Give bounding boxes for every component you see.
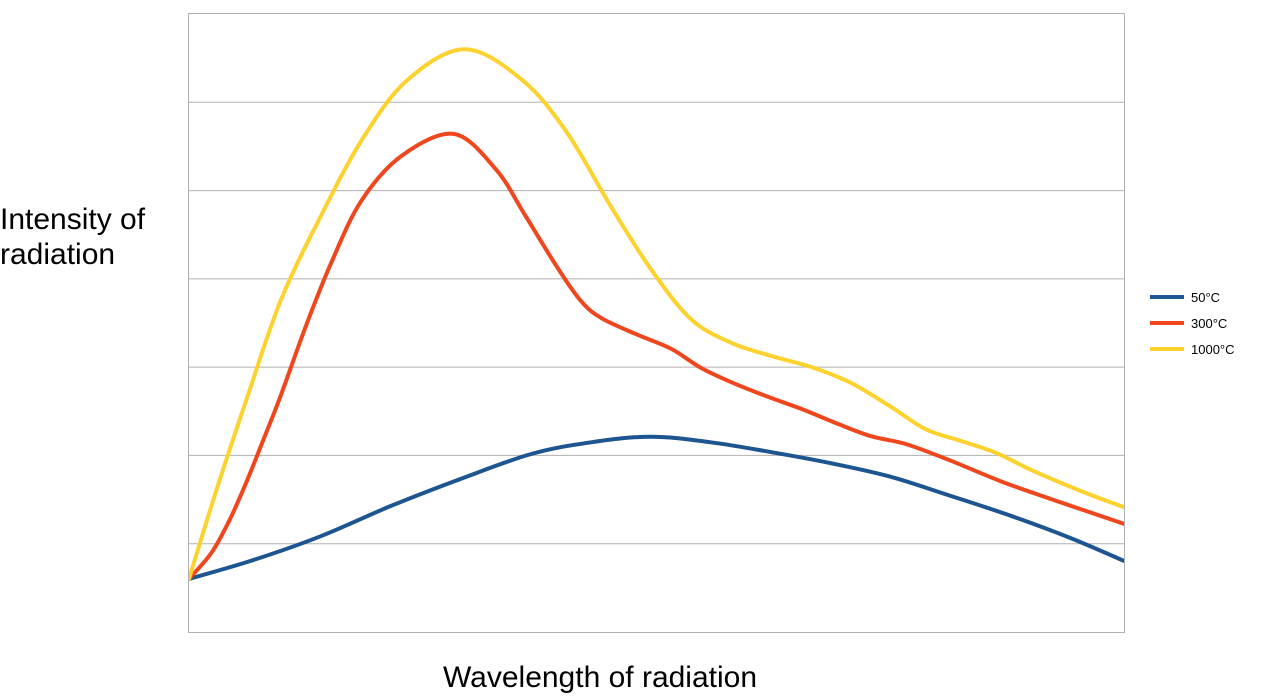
plot-svg	[189, 47, 1124, 581]
series-line-50c	[189, 434, 1124, 581]
legend-item-300c: 300°C	[1150, 310, 1262, 336]
legend-label-50c: 50°C	[1191, 289, 1221, 305]
series-line-300c	[189, 131, 1124, 581]
legend-swatch-1000c	[1150, 347, 1184, 351]
y-axis-title: Intensity of radiation	[0, 203, 146, 271]
legend-item-1000c: 1000°C	[1150, 336, 1262, 362]
legend-swatch-50c	[1150, 295, 1184, 299]
x-axis-title: Wavelength of radiation	[442, 661, 758, 694]
legend: 50°C 300°C 1000°C	[1150, 284, 1262, 362]
plot-area	[188, 13, 1125, 633]
legend-label-1000c: 1000°C	[1191, 341, 1235, 357]
legend-swatch-300c	[1150, 321, 1184, 325]
legend-item-50c: 50°C	[1150, 284, 1262, 310]
legend-label-300c: 300°C	[1191, 315, 1228, 331]
series-line-1000c	[189, 47, 1124, 581]
